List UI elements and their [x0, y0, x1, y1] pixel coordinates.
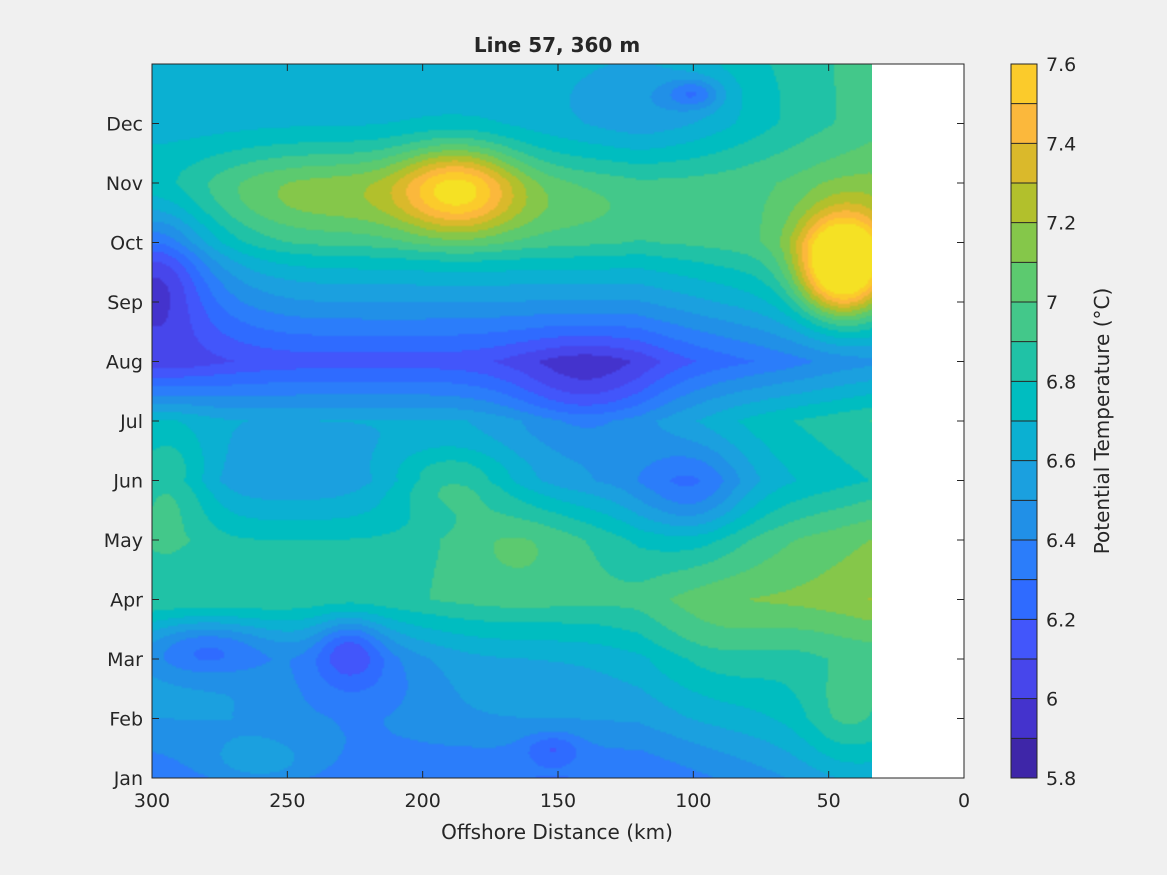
colorbar-tick-label: 7.6 — [1046, 54, 1076, 76]
temperature-contour-field — [152, 64, 872, 778]
x-tick-label: 0 — [958, 790, 970, 812]
x-axis-label: Offshore Distance (km) — [441, 820, 673, 844]
colorbar-swatch — [1011, 341, 1037, 382]
x-tick-label: 100 — [675, 790, 711, 812]
y-tick-label: Oct — [110, 233, 143, 255]
colorbar-swatch — [1011, 262, 1037, 303]
y-tick-label: Nov — [106, 173, 143, 195]
colorbar-tick-label: 6.8 — [1046, 371, 1076, 393]
colorbar-swatch — [1011, 183, 1037, 224]
colorbar-swatch — [1011, 500, 1037, 541]
colorbar-swatch — [1011, 698, 1037, 739]
colorbar-swatch — [1011, 302, 1037, 343]
colorbar-tick-label: 7.2 — [1046, 213, 1076, 235]
colorbar-tick-label: 5.8 — [1046, 768, 1076, 790]
y-tick-label: Aug — [106, 352, 143, 374]
y-tick-label: Feb — [109, 709, 143, 731]
colorbar-swatch — [1011, 738, 1037, 779]
colorbar: 5.8 6 6.2 6.4 6.6 6.8 7 7.2 7.4 7.6 — [1010, 54, 1076, 790]
y-tick-label: May — [104, 530, 143, 552]
colorbar-swatch — [1011, 64, 1037, 105]
x-tick-label: 300 — [134, 790, 170, 812]
colorbar-tick-label: 7.4 — [1046, 133, 1076, 155]
y-tick-label: Jun — [112, 471, 143, 493]
colorbar-swatch — [1011, 619, 1037, 660]
y-tick-label: Mar — [107, 649, 143, 671]
x-tick-label: 150 — [540, 790, 576, 812]
colorbar-swatch — [1011, 540, 1037, 581]
colorbar-swatch — [1011, 460, 1037, 501]
colorbar-swatch — [1011, 659, 1037, 700]
y-tick-label: Sep — [107, 292, 143, 314]
chart-title: Line 57, 360 m — [474, 33, 640, 57]
colorbar-swatch — [1011, 143, 1037, 184]
colorbar-swatch — [1011, 421, 1037, 462]
x-tick-label: 250 — [269, 790, 305, 812]
x-tick-label: 200 — [405, 790, 441, 812]
y-tick-label: Jul — [119, 411, 143, 433]
y-tick-label: Jan — [113, 768, 143, 790]
colorbar-tick-label: 6.4 — [1046, 530, 1076, 552]
y-tick-label: Dec — [106, 114, 143, 136]
x-tick-label: 50 — [817, 790, 841, 812]
plot-area: 300 250 200 150 100 50 0 Jan Feb Mar Apr May Jun Jul… — [104, 63, 970, 812]
colorbar-tick-label: 7 — [1046, 292, 1058, 314]
colorbar-swatch — [1011, 103, 1037, 144]
colorbar-swatch — [1011, 579, 1037, 620]
colorbar-tick-label: 6.2 — [1046, 609, 1076, 631]
y-tick-label: Apr — [110, 590, 143, 612]
colorbar-tick-label: 6 — [1046, 689, 1058, 711]
colorbar-swatch — [1011, 381, 1037, 422]
colorbar-tick-label: 6.6 — [1046, 451, 1076, 473]
x-axis: 300 250 200 150 100 50 0 — [134, 64, 970, 812]
y-axis: Jan Feb Mar Apr May Jun Jul Aug Sep Oct Nov Dec — [104, 114, 964, 790]
colorbar-swatch — [1011, 222, 1037, 263]
colorbar-label: Potential Temperature (°C) — [1090, 288, 1114, 555]
